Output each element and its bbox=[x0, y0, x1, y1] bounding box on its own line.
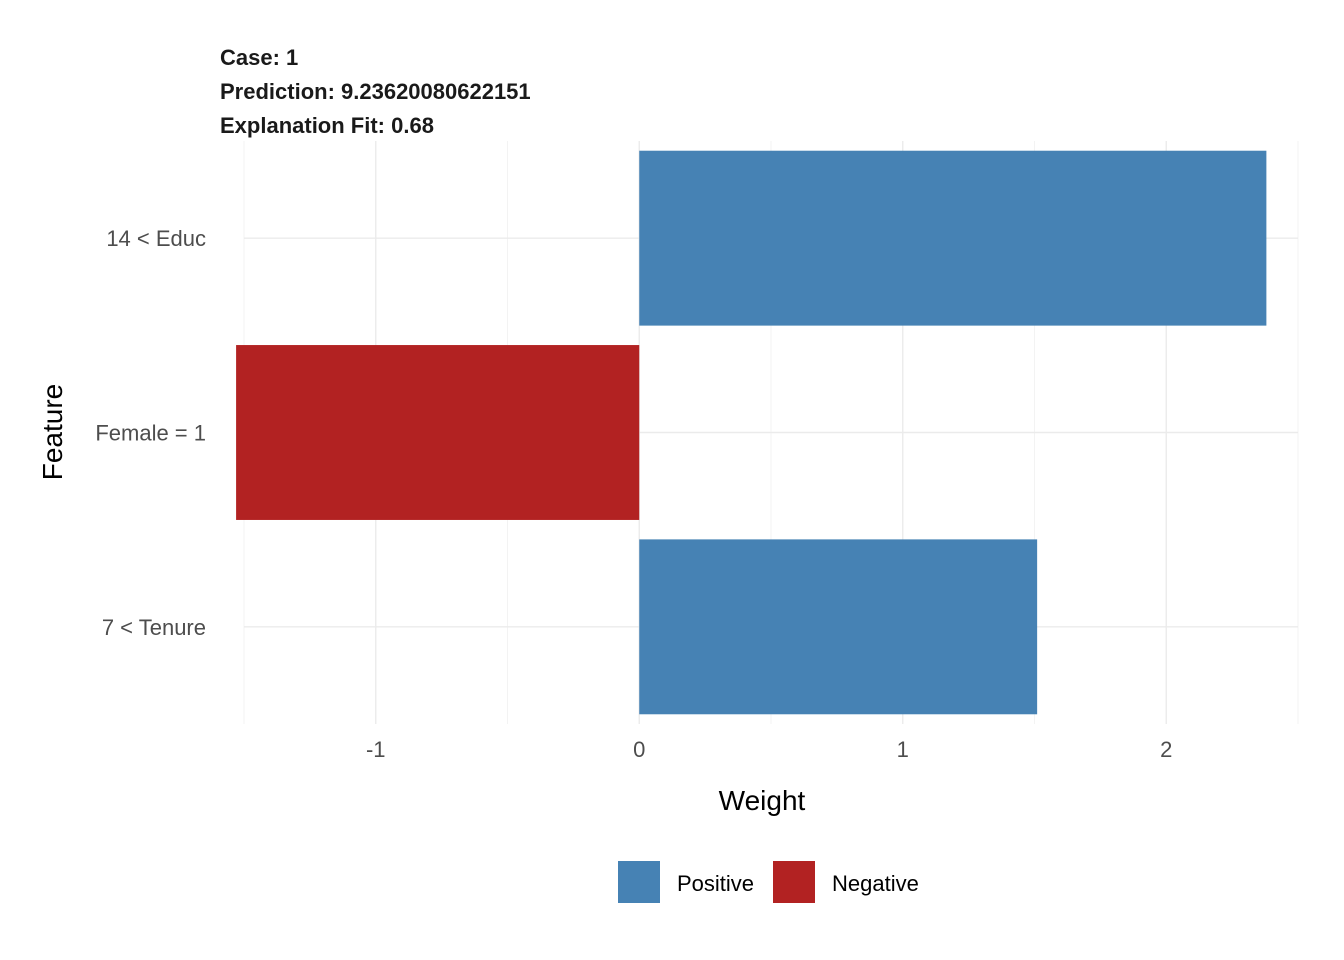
title-line-explanation-fit: Explanation Fit: 0.68 bbox=[220, 113, 434, 138]
bar-2 bbox=[639, 539, 1038, 715]
y-axis-tick-labels: 14 < Educ Female = 1 7 < Tenure bbox=[95, 226, 206, 640]
y-tick-label: 14 < Educ bbox=[106, 226, 206, 251]
x-tick-label: -1 bbox=[366, 737, 386, 762]
bars bbox=[236, 150, 1267, 715]
x-axis-tick-labels: -1 0 1 2 bbox=[366, 737, 1172, 762]
x-axis-title: Weight bbox=[719, 785, 806, 816]
legend: Positive Negative bbox=[618, 861, 919, 903]
bar-0 bbox=[639, 150, 1267, 326]
x-tick-label: 2 bbox=[1160, 737, 1172, 762]
legend-key-negative bbox=[773, 861, 815, 903]
y-tick-label: Female = 1 bbox=[95, 421, 206, 446]
x-tick-label: 1 bbox=[897, 737, 909, 762]
y-axis-title: Feature bbox=[37, 384, 68, 481]
bar-1 bbox=[236, 345, 640, 520]
x-tick-label: 0 bbox=[633, 737, 645, 762]
y-tick-label: 7 < Tenure bbox=[102, 615, 206, 640]
chart-title: Case: 1 Prediction: 9.23620080622151 Exp… bbox=[220, 45, 531, 138]
legend-label-positive: Positive bbox=[677, 871, 754, 896]
legend-key-positive bbox=[618, 861, 660, 903]
legend-label-negative: Negative bbox=[832, 871, 919, 896]
title-line-prediction: Prediction: 9.23620080622151 bbox=[220, 79, 531, 104]
title-line-case: Case: 1 bbox=[220, 45, 298, 70]
